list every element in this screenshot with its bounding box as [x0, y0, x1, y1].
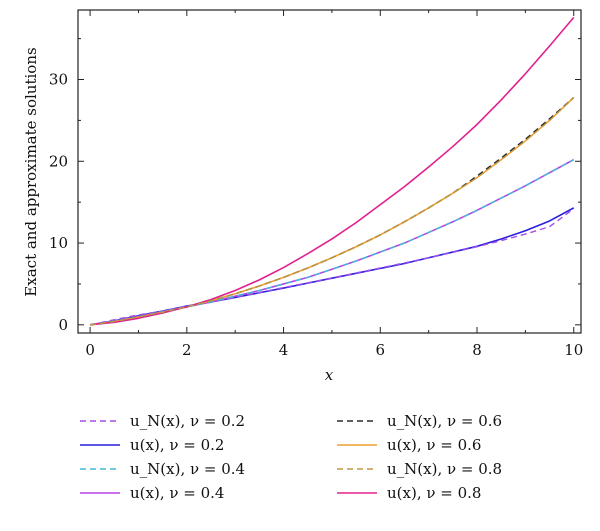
- series-line-0: [89, 208, 575, 326]
- x-axis-title: x: [325, 366, 334, 384]
- series-line-3: [89, 158, 575, 326]
- legend-label-6: u_N(x), ν = 0.8: [387, 460, 502, 478]
- plot-frame: [77, 9, 582, 334]
- x-tick-label: 2: [182, 341, 192, 359]
- x-tick-label: 4: [279, 341, 289, 359]
- legend-label-5: u(x), ν = 0.6: [387, 436, 481, 454]
- legend-label-7: u(x), ν = 0.8: [387, 484, 481, 502]
- x-tick-label: 8: [472, 341, 482, 359]
- series-line-1: [89, 207, 575, 326]
- y-tick-label: 10: [49, 234, 68, 252]
- x-tick-label: 0: [85, 341, 95, 359]
- series-line-6: [89, 96, 575, 326]
- x-tick-label: 6: [376, 341, 386, 359]
- legend-label-4: u_N(x), ν = 0.6: [387, 412, 502, 430]
- x-axis-ticks: 0 2 4 6 8 10: [85, 10, 583, 359]
- y-tick-label: 30: [49, 71, 68, 89]
- y-axis-title: Exact and approximate solutions: [22, 47, 40, 296]
- series-layer: [89, 16, 575, 326]
- y-tick-label: 20: [49, 152, 68, 170]
- series-line-4: [89, 96, 575, 326]
- legend: u_N(x), ν = 0.2 u(x), ν = 0.2 u_N(x), ν = …: [80, 412, 502, 502]
- series-line-5: [89, 96, 575, 326]
- legend-label-1: u(x), ν = 0.2: [130, 436, 224, 454]
- legend-label-2: u_N(x), ν = 0.4: [130, 460, 245, 478]
- legend-label-3: u(x), ν = 0.4: [130, 484, 224, 502]
- legend-label-0: u_N(x), ν = 0.2: [130, 412, 245, 430]
- y-axis-ticks: 0 10 20 30: [49, 38, 581, 334]
- x-tick-label: 10: [564, 341, 583, 359]
- series-line-2: [89, 159, 575, 326]
- y-tick-label: 0: [58, 316, 68, 334]
